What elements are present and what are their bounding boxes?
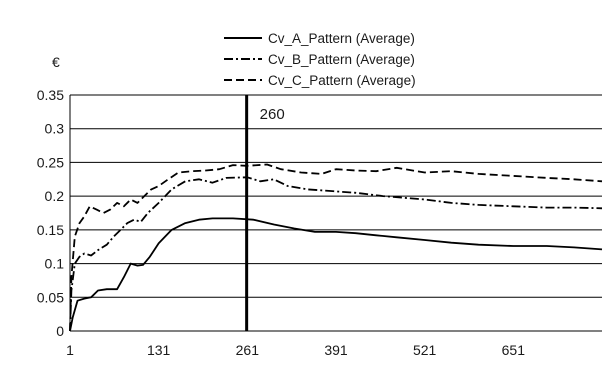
series-line-c <box>69 163 603 332</box>
x-tick-521: 521 <box>413 342 437 358</box>
series-line-b <box>69 176 603 332</box>
legend-label-c: Cv_C_Pattern (Average) <box>268 73 416 88</box>
x-tick-261: 261 <box>236 342 260 358</box>
y-tick-0.15: 0.15 <box>37 222 64 238</box>
y-tick-0.25: 0.25 <box>37 154 64 170</box>
y-tick-0.3: 0.3 <box>45 121 65 137</box>
annotation-marker-label: 260 <box>260 106 285 123</box>
gridlines <box>70 94 602 298</box>
axes <box>69 95 602 332</box>
y-unit-label: € <box>52 54 60 70</box>
legend-entry-a: Cv_A_Pattern (Average) <box>224 31 415 46</box>
series-lines <box>69 163 603 332</box>
y-tick-0.2: 0.2 <box>45 188 65 204</box>
legend-entry-b: Cv_B_Pattern (Average) <box>224 52 415 67</box>
legend: Cv_A_Pattern (Average) Cv_B_Pattern (Ave… <box>224 31 416 88</box>
legend-label-b: Cv_B_Pattern (Average) <box>268 52 415 67</box>
legend-label-a: Cv_A_Pattern (Average) <box>268 31 415 46</box>
y-tick-0.35: 0.35 <box>37 87 64 103</box>
x-tick-1: 1 <box>66 342 74 358</box>
x-tick-131: 131 <box>147 342 171 358</box>
legend-entry-c: Cv_C_Pattern (Average) <box>224 73 416 88</box>
y-tick-labels: 0 0.05 0.1 0.15 0.2 0.25 0.3 0.35 <box>37 87 64 339</box>
x-tick-labels: 1 131 261 391 521 651 <box>66 342 525 358</box>
y-tick-0: 0 <box>56 323 64 339</box>
x-tick-651: 651 <box>502 342 526 358</box>
y-tick-0.1: 0.1 <box>45 256 65 272</box>
y-tick-0.05: 0.05 <box>37 289 64 305</box>
series-line-a <box>69 217 603 332</box>
x-tick-391: 391 <box>324 342 348 358</box>
